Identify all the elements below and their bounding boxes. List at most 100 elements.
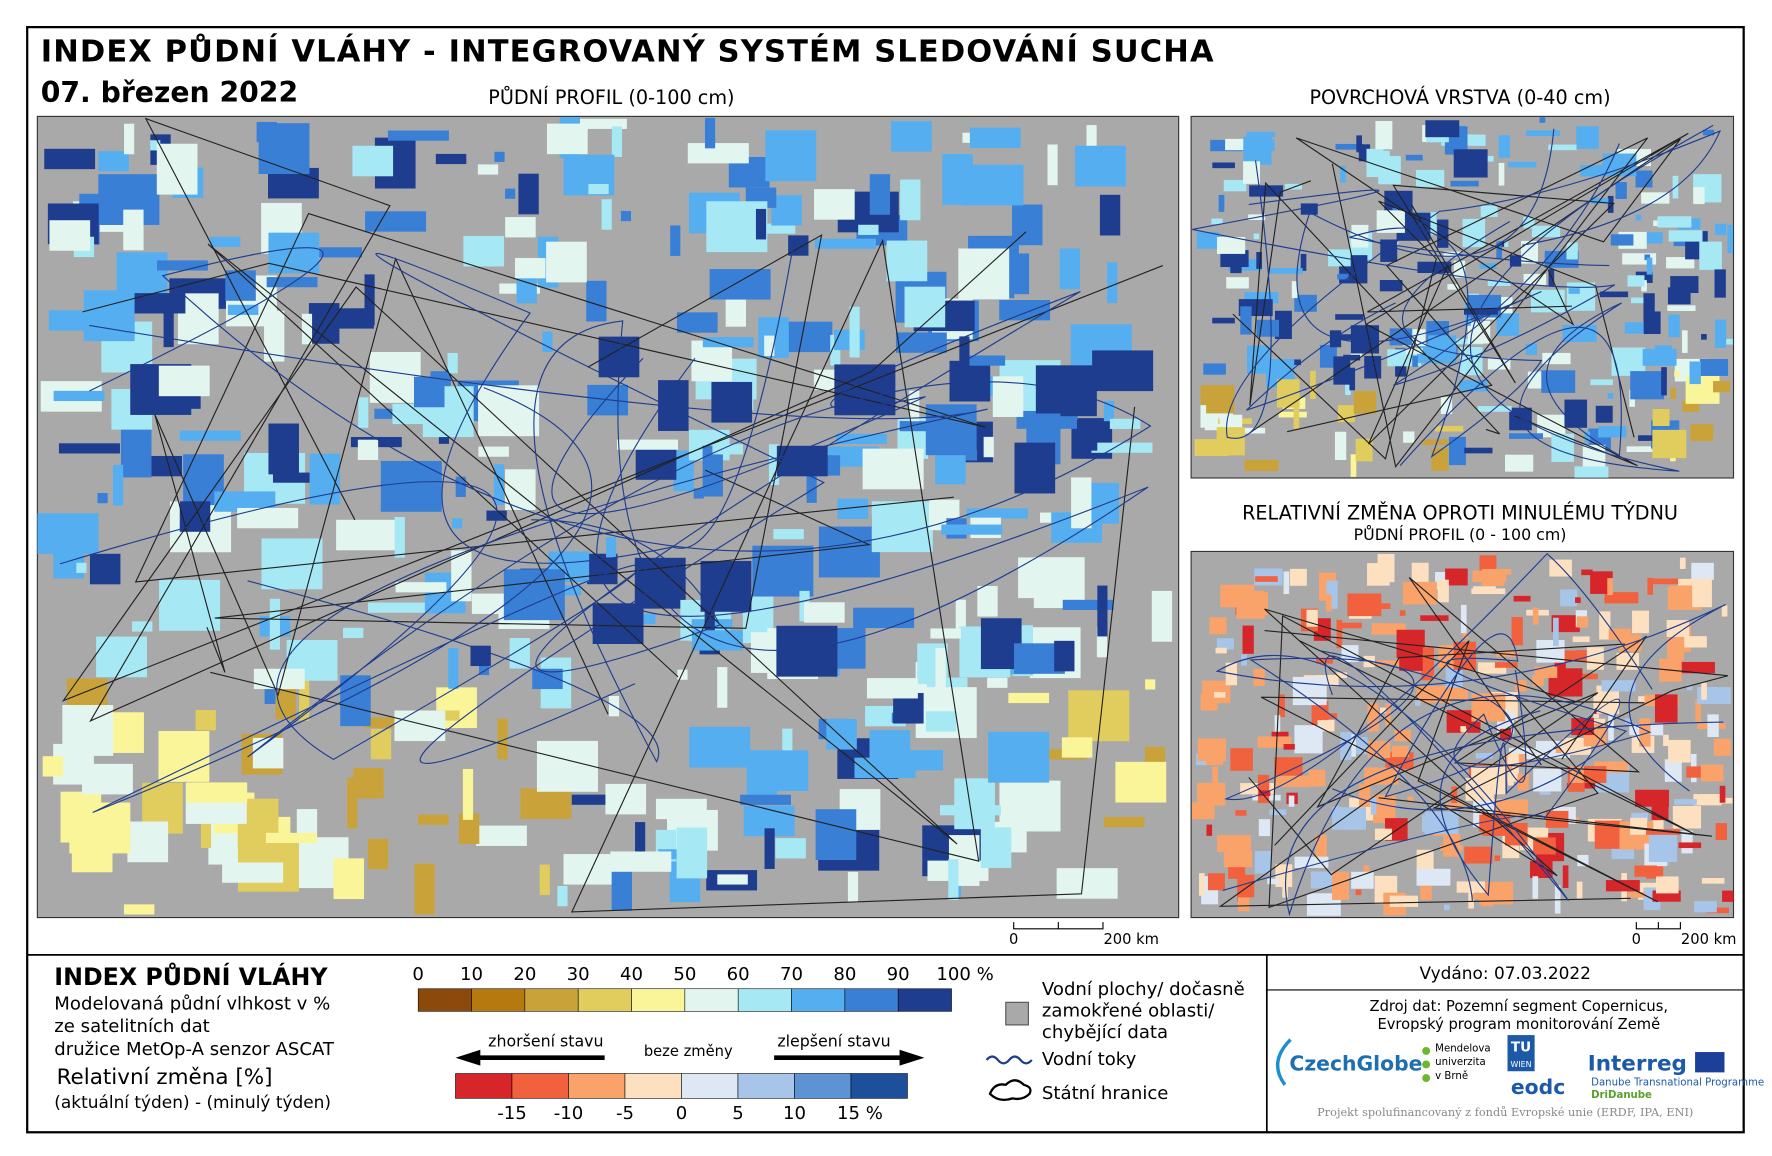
- map-cell: [1599, 291, 1629, 298]
- map-cell: [1473, 586, 1496, 592]
- map-cell: [69, 802, 131, 854]
- map-cell: [1577, 854, 1589, 867]
- map-cell: [265, 832, 317, 843]
- map-cell: [1405, 348, 1423, 354]
- map-cell: [1564, 399, 1588, 428]
- label: 80: [833, 964, 856, 985]
- map-cell: [712, 444, 743, 455]
- map-cell: [49, 220, 91, 251]
- map-cell: [956, 450, 978, 461]
- map-cell: [853, 607, 915, 629]
- logo-box: [1507, 1035, 1535, 1072]
- map-cell: [1364, 767, 1399, 785]
- map-cell: [462, 768, 474, 820]
- map-cell: [987, 677, 1008, 688]
- map-cell: [687, 143, 749, 164]
- map-cell: [601, 199, 612, 230]
- river-line: [531, 291, 1081, 673]
- border-line: [1365, 132, 1689, 467]
- map-cell: [363, 717, 405, 728]
- map-cell: [1385, 703, 1391, 727]
- map-cell: [1367, 703, 1379, 732]
- map-cell: [1212, 766, 1218, 790]
- map-cell: [1340, 334, 1364, 340]
- map-cell: [1103, 400, 1115, 422]
- map-cell: [1340, 731, 1352, 761]
- map-cell: [112, 464, 124, 506]
- map-cell: [1107, 262, 1118, 304]
- map-cell: [134, 293, 186, 314]
- map-cell: [158, 365, 210, 397]
- map-cell: [1532, 607, 1539, 625]
- map-cell: [1644, 254, 1651, 261]
- map-cell: [1714, 319, 1727, 348]
- map-cell: [1702, 129, 1715, 136]
- map-cell: [1608, 628, 1632, 640]
- map-cell: [1532, 674, 1544, 687]
- map-cell: [158, 731, 210, 782]
- map-cell: [1635, 148, 1642, 161]
- map-cell: [1616, 652, 1640, 670]
- color-swatch: [417, 988, 472, 1012]
- map-cell: [1216, 427, 1245, 456]
- map-cell: [1572, 636, 1590, 643]
- map-cell: [97, 493, 108, 504]
- map-cell: [1253, 233, 1260, 240]
- label: zlepšení stavu: [777, 1031, 890, 1050]
- map-cell: [505, 217, 536, 238]
- map-cell: [1392, 745, 1409, 757]
- map-cell: [1639, 718, 1651, 747]
- map-cell: [1375, 121, 1393, 150]
- map-cell: [1370, 797, 1377, 815]
- label: družice MetOp-A senzor ASCAT: [54, 1039, 335, 1060]
- label: v Brně: [1435, 1070, 1468, 1082]
- map-cell: [1652, 429, 1687, 459]
- map-cell: [1634, 232, 1663, 244]
- map-cell: [1412, 355, 1418, 367]
- map-cell: [891, 121, 932, 152]
- river-line: [1192, 143, 1620, 386]
- color-swatch: [681, 1073, 739, 1099]
- map-cell: [1218, 194, 1225, 212]
- color-swatch: [791, 988, 846, 1012]
- map-cell: [1553, 617, 1559, 647]
- scale-bar: [1013, 922, 1104, 930]
- map-cell: [1373, 794, 1396, 823]
- map-cell: [635, 822, 646, 863]
- label: 50: [673, 964, 696, 985]
- map-cell: [1622, 253, 1657, 265]
- map-cell: [1602, 153, 1637, 177]
- map-cell: [353, 767, 384, 799]
- map-cell: [1062, 599, 1114, 610]
- label: Zdroj dat: Pozemní segment Copernicus,: [1370, 998, 1669, 1015]
- map-cell: [1326, 580, 1338, 609]
- map-cell: [1291, 281, 1298, 299]
- label: 30: [567, 964, 590, 985]
- map-cell: [1626, 446, 1655, 453]
- color-swatch: [737, 988, 792, 1012]
- map-cell: [179, 430, 241, 441]
- map-cell: [369, 351, 421, 403]
- map-cell: [1294, 294, 1317, 312]
- label: 5: [732, 1103, 744, 1124]
- map-cell: [1635, 170, 1653, 188]
- map-cell: [1103, 816, 1145, 828]
- border-line: [89, 117, 1027, 723]
- map-cell: [1655, 876, 1679, 894]
- map-cell: [1627, 275, 1645, 287]
- map-cell: [1376, 660, 1406, 666]
- map-cell: [1496, 241, 1502, 259]
- map-cell: [1421, 439, 1456, 446]
- map-cell: [988, 731, 1050, 783]
- map-panel: [1190, 115, 1735, 479]
- map-cell: [1655, 345, 1673, 357]
- map-cell: [546, 241, 587, 283]
- map-cell: [1630, 297, 1654, 304]
- map-cell: [1389, 895, 1419, 907]
- river-line: [1349, 220, 1610, 459]
- label: Vodní plochy/ dočasně: [1042, 979, 1245, 1000]
- map-cell: [452, 518, 463, 529]
- border-line: [1248, 643, 1626, 876]
- map-cell: [1328, 249, 1351, 267]
- map-cell: [1440, 397, 1453, 415]
